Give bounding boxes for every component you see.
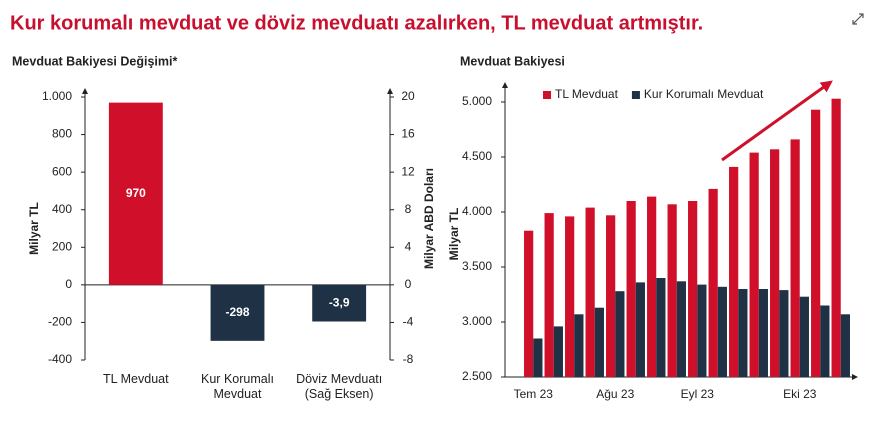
y-tick-label: 600: [52, 164, 72, 178]
x-tick-label: Tem 23: [514, 387, 554, 401]
y-tick-label: 3.000: [462, 314, 492, 328]
bar: [738, 289, 748, 377]
bar: [553, 326, 563, 377]
y-tick-label: 800: [52, 127, 72, 141]
bar: [594, 307, 604, 377]
bar: [585, 207, 595, 377]
x-tick-label: Döviz Mevduatı (Sağ Eksen): [296, 372, 383, 401]
bar: [708, 188, 718, 377]
y-tick-label: 0: [65, 277, 72, 291]
legend-swatch: [631, 91, 640, 99]
bar: [749, 152, 759, 377]
y-axis-label: Milyar TL: [447, 208, 461, 261]
legend-label: Kur Korumalı Mevduat: [644, 87, 764, 101]
data-label: -3,9: [329, 295, 350, 309]
bar: [626, 201, 636, 377]
x-tick-label: Kur Korumalı Mevduat: [201, 372, 274, 401]
bar: [811, 109, 821, 377]
trend-arrow: [721, 80, 833, 162]
bar: [676, 281, 686, 377]
page-title: Kur korumalı mevduat ve döviz mevduatı a…: [10, 12, 703, 34]
x-tick-label: Eki 23: [783, 387, 817, 401]
bar: [717, 286, 727, 377]
bar: [574, 314, 584, 377]
y2-tick-label: 4: [405, 239, 412, 253]
y2-tick-label: 0: [405, 277, 412, 291]
bar: [770, 149, 780, 377]
y-tick-label: 5.000: [462, 94, 492, 108]
x-tick-label: Ağu 23: [596, 387, 634, 401]
bar: [799, 296, 809, 377]
chart-title: Mevduat Bakiyesi Değişimi*: [12, 54, 177, 68]
bar: [656, 278, 666, 377]
x-tick-label: TL Mevduat: [103, 372, 169, 386]
chart-title: Mevduat Bakiyesi: [460, 54, 565, 68]
bar: [524, 230, 534, 377]
expand-icon[interactable]: [852, 13, 864, 25]
y2-tick-label: -8: [403, 352, 414, 366]
bar: [647, 196, 657, 377]
y2-tick-label: -4: [403, 315, 414, 329]
y-tick-label: 200: [52, 239, 72, 253]
bar: [820, 305, 830, 377]
y-tick-label: 4.000: [462, 204, 492, 218]
bar: [758, 289, 768, 377]
bar: [635, 282, 645, 377]
bar: [544, 213, 554, 377]
y2-tick-label: 20: [401, 89, 415, 103]
y-tick-label: -400: [48, 352, 72, 366]
y2-tick-label: 12: [401, 164, 415, 178]
y2-tick-label: 16: [401, 127, 415, 141]
y-tick-label: 400: [52, 202, 72, 216]
bar: [688, 201, 698, 377]
bar: [312, 284, 367, 322]
bar: [615, 291, 625, 377]
data-label: 970: [126, 186, 146, 200]
y-tick-label: -200: [48, 315, 72, 329]
y-tick-label: 4.500: [462, 149, 492, 163]
legend-label: TL Mevduat: [555, 87, 619, 101]
bar: [108, 102, 163, 285]
data-label: -298: [225, 305, 249, 319]
bar: [565, 216, 575, 377]
bar: [606, 215, 616, 377]
bar: [840, 314, 850, 377]
y2-axis-label: Milyar ABD Doları: [422, 168, 436, 269]
x-tick-label: Eyl 23: [681, 387, 715, 401]
bar: [210, 284, 265, 341]
bar: [697, 284, 707, 377]
bar: [729, 166, 739, 377]
y-tick-label: 2.500: [462, 369, 492, 383]
bar: [779, 290, 789, 377]
legend-swatch: [543, 91, 551, 99]
bar: [533, 338, 543, 377]
y2-tick-label: 8: [405, 202, 412, 216]
bar: [831, 98, 841, 377]
y-axis-label: Milyar TL: [27, 202, 41, 255]
bar: [790, 139, 800, 377]
y-tick-label: 1.000: [42, 89, 72, 103]
y-tick-label: 3.500: [462, 259, 492, 273]
bar: [667, 204, 677, 377]
